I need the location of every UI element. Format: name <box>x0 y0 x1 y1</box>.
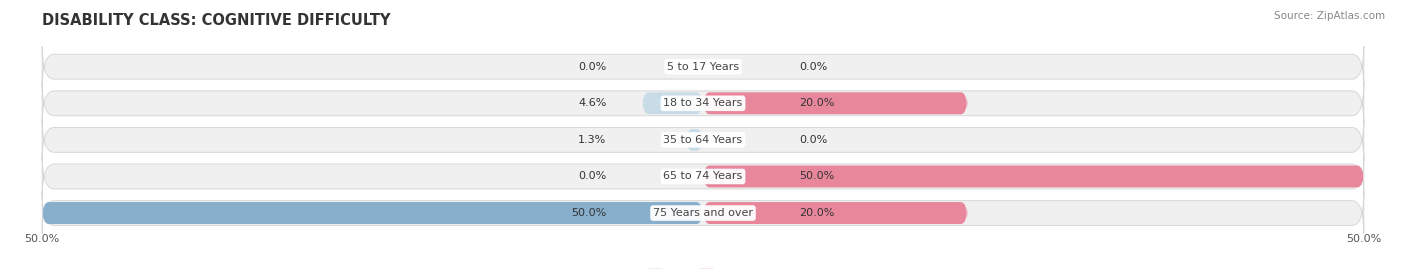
Text: 1.3%: 1.3% <box>578 135 606 145</box>
Text: 20.0%: 20.0% <box>800 98 835 108</box>
Text: DISABILITY CLASS: COGNITIVE DIFFICULTY: DISABILITY CLASS: COGNITIVE DIFFICULTY <box>42 13 391 28</box>
FancyBboxPatch shape <box>686 129 703 151</box>
Text: 50.0%: 50.0% <box>800 171 835 182</box>
Text: 35 to 64 Years: 35 to 64 Years <box>664 135 742 145</box>
Text: Source: ZipAtlas.com: Source: ZipAtlas.com <box>1274 11 1385 21</box>
Text: 75 Years and over: 75 Years and over <box>652 208 754 218</box>
Text: 4.6%: 4.6% <box>578 98 606 108</box>
Text: 0.0%: 0.0% <box>800 135 828 145</box>
FancyBboxPatch shape <box>42 193 1364 233</box>
FancyBboxPatch shape <box>42 119 1364 160</box>
FancyBboxPatch shape <box>42 46 1364 87</box>
FancyBboxPatch shape <box>703 202 967 224</box>
FancyBboxPatch shape <box>42 202 703 224</box>
Text: 50.0%: 50.0% <box>571 208 606 218</box>
Legend: Male, Female: Male, Female <box>644 265 762 269</box>
FancyBboxPatch shape <box>703 92 967 114</box>
Text: 18 to 34 Years: 18 to 34 Years <box>664 98 742 108</box>
Text: 5 to 17 Years: 5 to 17 Years <box>666 62 740 72</box>
Text: 0.0%: 0.0% <box>578 171 606 182</box>
FancyBboxPatch shape <box>42 156 1364 197</box>
FancyBboxPatch shape <box>643 92 703 114</box>
Text: 20.0%: 20.0% <box>800 208 835 218</box>
Text: 0.0%: 0.0% <box>800 62 828 72</box>
FancyBboxPatch shape <box>703 165 1364 187</box>
FancyBboxPatch shape <box>42 83 1364 124</box>
Text: 65 to 74 Years: 65 to 74 Years <box>664 171 742 182</box>
Text: 0.0%: 0.0% <box>578 62 606 72</box>
